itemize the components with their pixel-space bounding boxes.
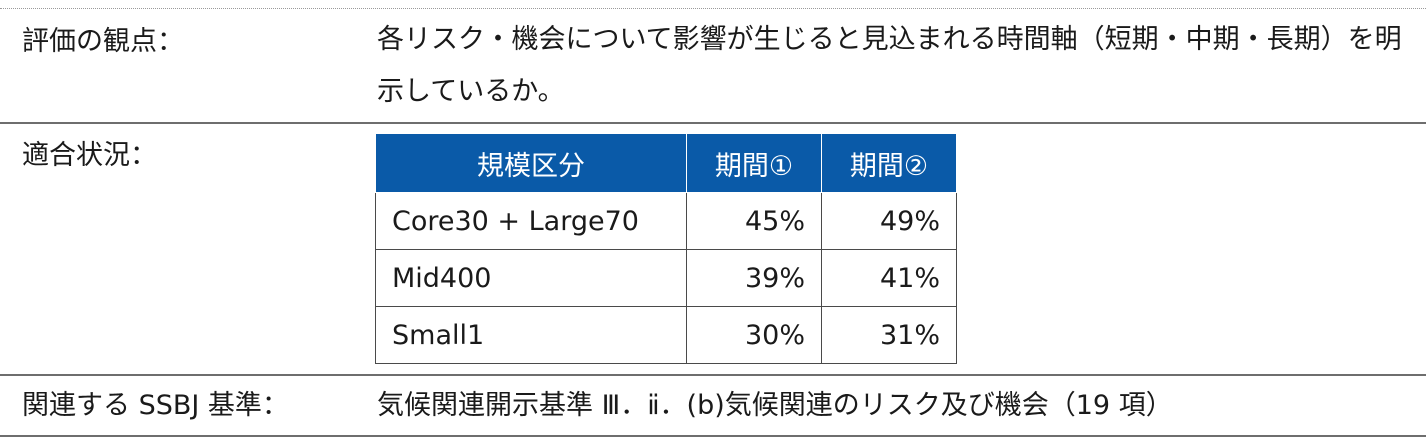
perspective-text: 各リスク・機会について影響が生じると見込まれる時間軸（短期・中期・長期）を明示し… [377, 24, 1402, 107]
section-divider [0, 374, 1426, 376]
ssbj-text: 気候関連開示基準 Ⅲ．ⅱ．(b)気候関連のリスク及び機会（19 項） [377, 390, 1173, 421]
bottom-divider [0, 435, 1426, 437]
column-header-segment: 規模区分 [375, 133, 687, 193]
segment-cell: Mid400 [375, 249, 687, 307]
status-label: 適合状況： [22, 140, 157, 171]
table-row: Core30 + Large70 45% 49% [375, 192, 957, 250]
column-header-period1: 期間① [686, 133, 822, 193]
table-row: Small1 30% 31% [375, 306, 957, 364]
ssbj-label: 関連する SSBJ 基準： [22, 390, 289, 421]
section-divider [0, 122, 1426, 124]
status-table: 規模区分 期間① 期間② Core30 + Large70 45% 49% Mi… [375, 133, 957, 364]
segment-cell: Small1 [375, 306, 687, 364]
period1-cell: 30% [686, 306, 822, 364]
perspective-label: 評価の観点： [22, 26, 184, 57]
top-divider [0, 8, 1426, 9]
period2-cell: 31% [821, 306, 957, 364]
period1-cell: 39% [686, 249, 822, 307]
period2-cell: 41% [821, 249, 957, 307]
period1-cell: 45% [686, 192, 822, 250]
table-row: Mid400 39% 41% [375, 249, 957, 307]
segment-cell: Core30 + Large70 [375, 192, 687, 250]
table-header-row: 規模区分 期間① 期間② [375, 133, 957, 193]
column-header-period2: 期間② [821, 133, 957, 193]
period2-cell: 49% [821, 192, 957, 250]
